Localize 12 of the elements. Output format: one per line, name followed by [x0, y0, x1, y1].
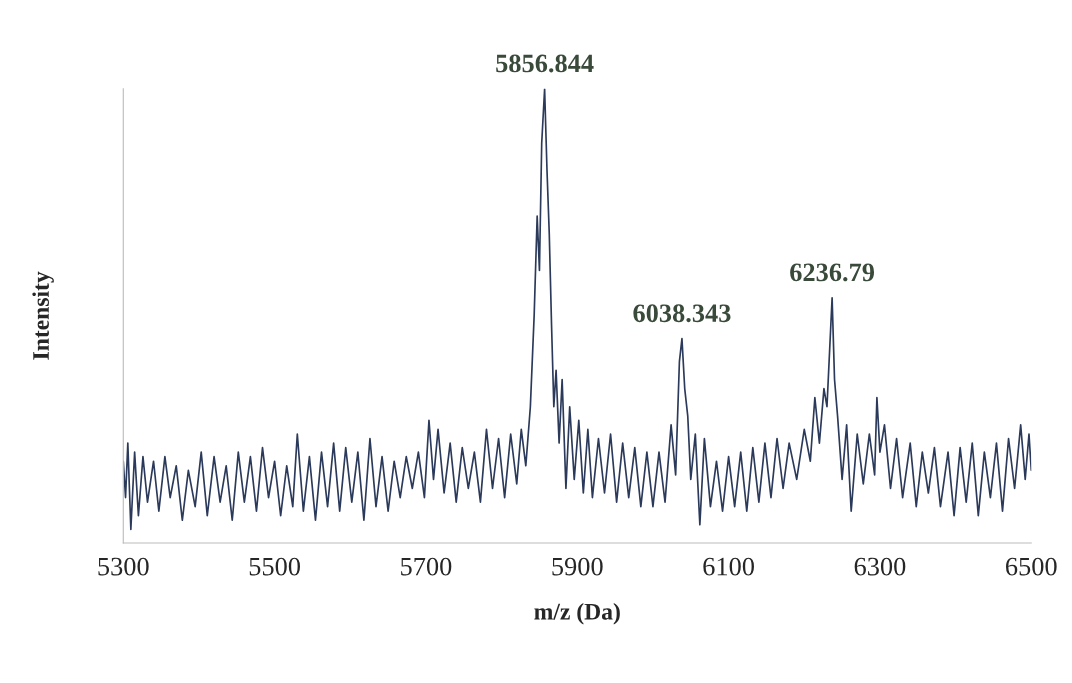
x-tick-label: 6100 — [703, 557, 754, 576]
x-tick-label: 5300 — [98, 557, 149, 576]
y-axis-title: Intensity — [32, 271, 54, 360]
annotation: 6038.343 — [633, 304, 731, 323]
annotation: 5856.844 — [496, 54, 594, 73]
x-tick-label: 6300 — [854, 557, 906, 576]
annotation: 6236.79 — [790, 263, 875, 282]
x-axis-title: m/z (Da) — [534, 603, 620, 625]
x-tick-label: 5500 — [249, 557, 300, 576]
x-tick-label: 5700 — [401, 557, 452, 576]
x-tick-label: 6500 — [1006, 557, 1057, 576]
x-tick-label: 5900 — [552, 557, 603, 576]
